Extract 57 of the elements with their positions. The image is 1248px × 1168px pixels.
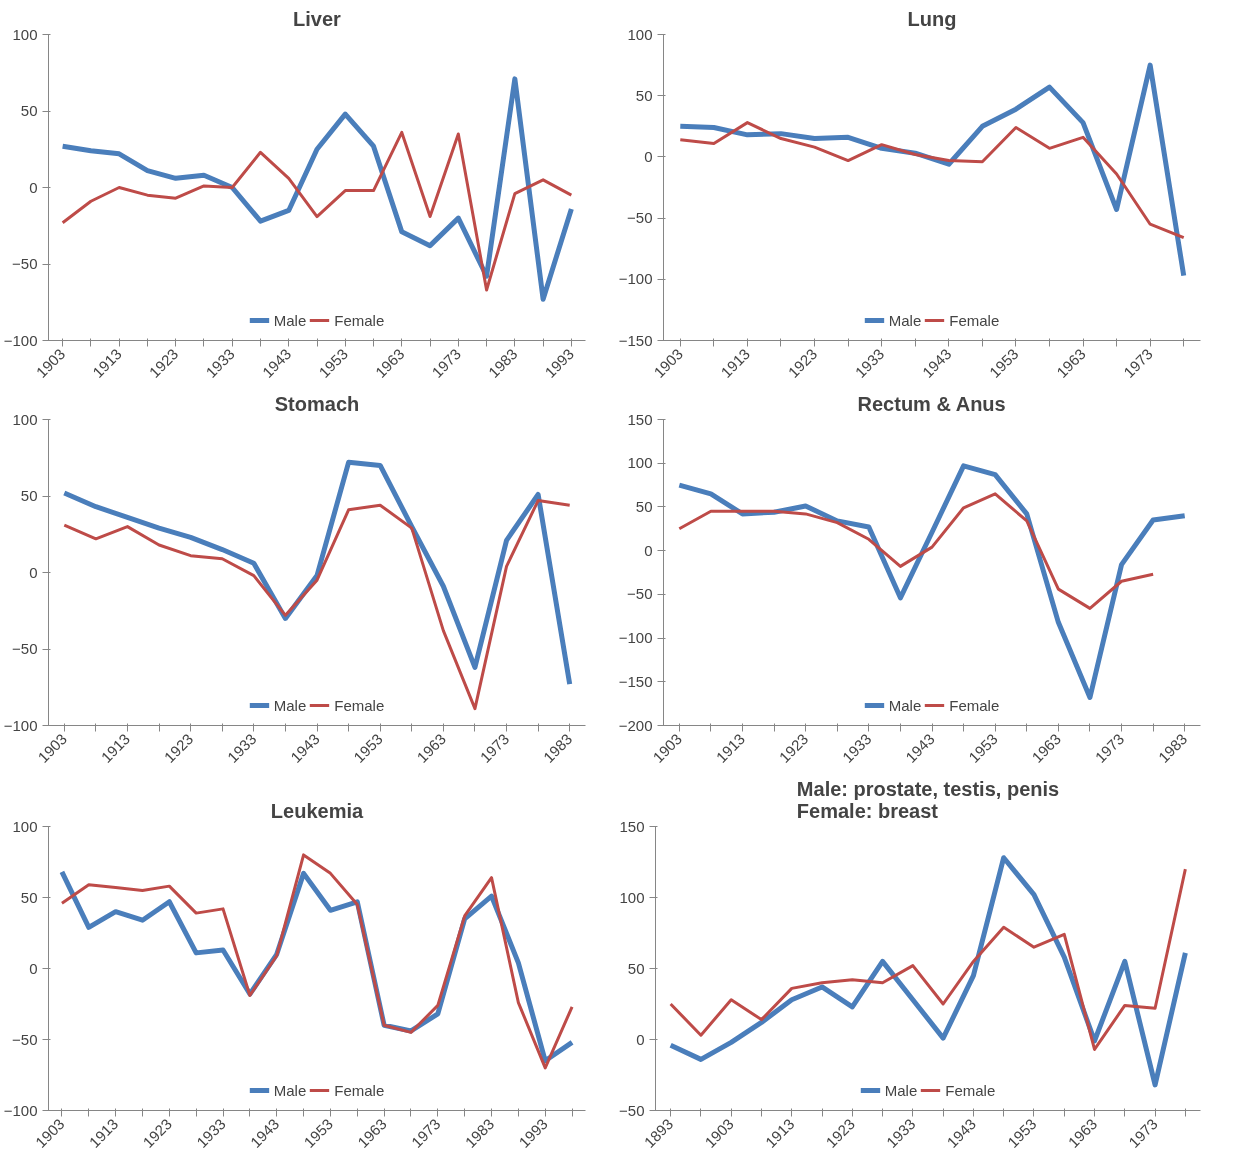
y-tick-label: −100	[3, 716, 38, 734]
y-tick-label: 0	[644, 147, 653, 165]
line-series	[678, 121, 1186, 240]
y-tick-label: −200	[618, 716, 653, 734]
y-tick-label: −50	[12, 255, 38, 272]
line-series	[61, 130, 573, 292]
line-series	[669, 867, 1187, 1051]
y-tick-label: −150	[618, 672, 653, 690]
chart-title: Male: prostate, testis, penis Female: breast	[796, 777, 1060, 822]
y-tick-label: 100	[627, 454, 653, 472]
chart-title: Rectum & Anus	[857, 392, 1006, 415]
y-tick-label: −100	[3, 1101, 38, 1119]
y-tick-label: 0	[644, 541, 653, 559]
y-tick-label: −100	[3, 331, 38, 349]
y-tick-label: −100	[618, 270, 653, 288]
legend-label: Male	[273, 696, 307, 714]
y-tick-label: −50	[619, 1101, 645, 1119]
chart-title: Stomach	[274, 392, 360, 415]
y-tick-label: 100	[619, 888, 645, 906]
legend-label: Female	[945, 1081, 996, 1099]
legend-label: Female	[334, 311, 385, 329]
y-tick-label: 50	[20, 102, 38, 119]
line-series	[62, 499, 572, 711]
y-tick-label: 50	[20, 888, 38, 906]
legend-label: Female	[334, 1081, 385, 1099]
chart-title: Lung	[907, 7, 957, 30]
y-tick-label: −50	[627, 209, 653, 227]
legend-label: Male	[273, 311, 307, 329]
legend-label: Female	[334, 696, 385, 714]
legend-label: Male	[888, 311, 922, 329]
y-tick-label: 150	[627, 410, 653, 428]
y-tick-label: −50	[627, 585, 653, 603]
legend-label: Female	[949, 696, 1000, 714]
y-tick-label: 0	[29, 563, 38, 581]
y-tick-label: −100	[618, 629, 653, 647]
y-tick-label: 50	[627, 959, 645, 977]
y-tick-label: 100	[12, 25, 38, 43]
y-tick-label: 0	[29, 178, 38, 196]
legend-label: Male	[884, 1081, 918, 1099]
y-tick-label: −50	[12, 640, 38, 657]
legend-label: Male	[888, 696, 922, 714]
y-tick-label: 50	[635, 86, 653, 104]
legend-label: Male	[273, 1081, 307, 1099]
y-tick-label: 0	[636, 1030, 645, 1048]
chart-title: Leukemia	[270, 799, 365, 822]
chart-title: Liver	[293, 7, 342, 30]
y-tick-label: 50	[635, 497, 653, 515]
y-tick-label: −150	[618, 331, 653, 349]
y-tick-label: 100	[627, 25, 653, 43]
y-tick-label: 100	[12, 410, 38, 428]
y-tick-label: −50	[12, 1030, 38, 1048]
y-tick-label: 0	[29, 959, 38, 977]
legend-label: Female	[949, 311, 1000, 329]
y-tick-label: 150	[619, 817, 645, 835]
y-tick-label: 100	[12, 817, 38, 835]
line-series	[677, 492, 1155, 610]
y-tick-label: 50	[20, 487, 38, 504]
